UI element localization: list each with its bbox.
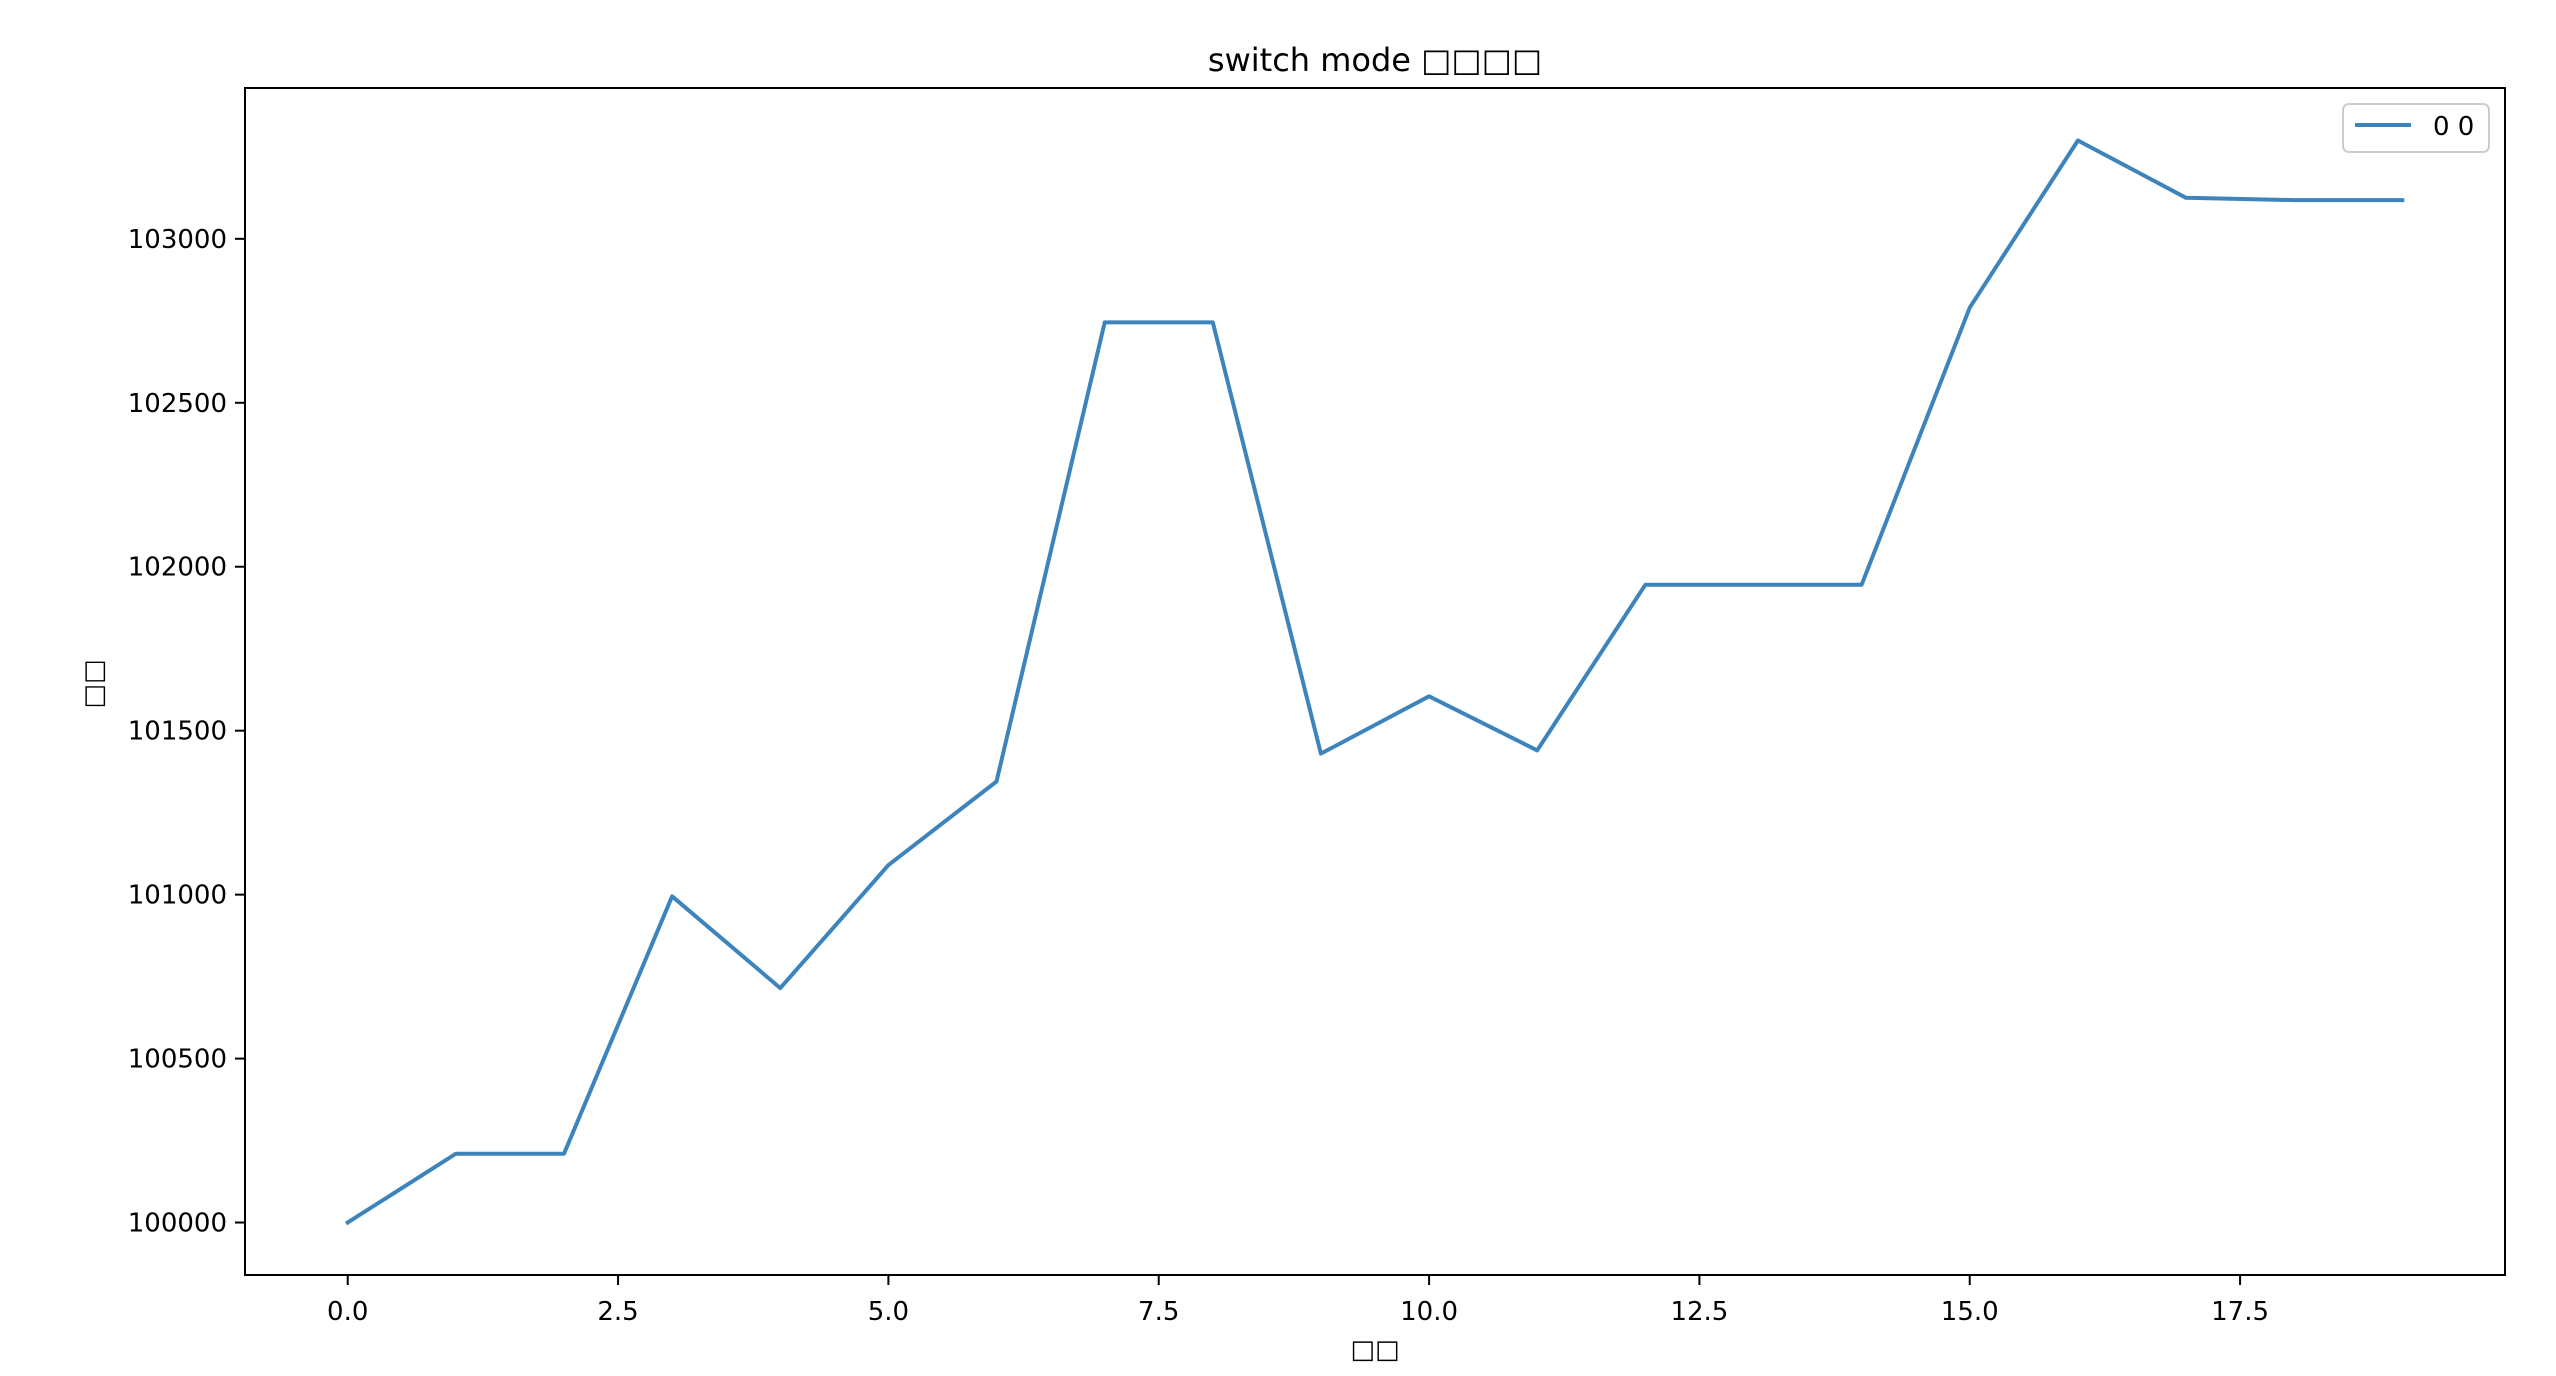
x-tick-label: 12.5: [1670, 1297, 1728, 1327]
chart-title: switch mode □□□□: [1208, 41, 1542, 79]
y-tick-label: 100000: [128, 1209, 227, 1239]
x-tick-label: 7.5: [1138, 1297, 1179, 1327]
x-tick-label: 10.0: [1400, 1297, 1458, 1327]
plot-area: [244, 87, 2506, 1276]
x-tick-label: 17.5: [2211, 1297, 2269, 1327]
x-axis-label: □□: [1350, 1335, 1399, 1365]
x-tick-label: 2.5: [597, 1297, 638, 1327]
legend-box: [2342, 103, 2490, 153]
x-tick-label: 15.0: [1941, 1297, 1999, 1327]
x-tick-label: 0.0: [327, 1297, 368, 1327]
y-tick-label: 100500: [128, 1045, 227, 1075]
series-line-0-0: [344, 138, 2405, 1226]
legend: 0 0: [2342, 103, 2490, 153]
y-axis-label: □□: [79, 659, 109, 708]
x-tick-label: 5.0: [868, 1297, 909, 1327]
plot-frame: [244, 87, 2506, 1276]
y-tick-label: 101500: [128, 717, 227, 747]
x-axis: 0.0 2.5 5.0 7.5 10.0 12.5 15.0 17.5: [327, 1275, 2269, 1327]
y-tick-label: 103000: [128, 225, 227, 255]
y-tick-label: 102500: [128, 389, 227, 419]
y-tick-label: 101000: [128, 881, 227, 911]
y-tick-label: 102000: [128, 553, 227, 583]
y-axis: 100000 100500 101000 101500 102000 102500 1030…: [128, 225, 245, 1239]
legend-entry-0-0: 0 0: [2433, 112, 2474, 142]
